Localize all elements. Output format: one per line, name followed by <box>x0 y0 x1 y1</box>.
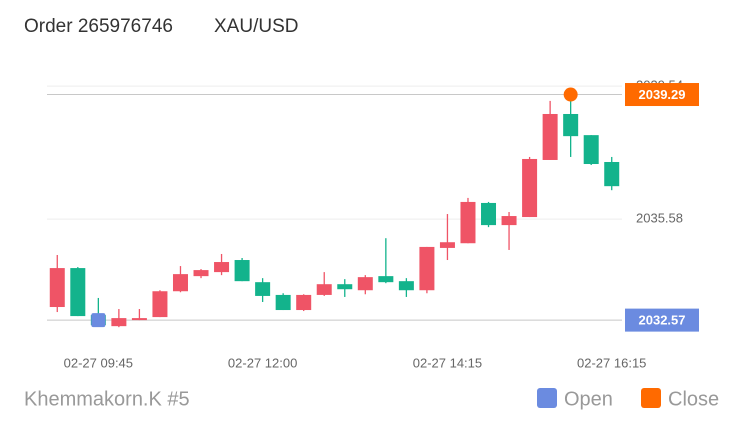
legend-swatch <box>537 388 557 408</box>
candle-body <box>193 270 209 277</box>
candle-body <box>131 318 147 321</box>
candle-body <box>501 216 517 226</box>
candle-body <box>172 274 188 292</box>
candle-body <box>214 262 230 273</box>
candle-body <box>49 268 65 308</box>
price-box <box>625 308 699 332</box>
x-tick-label: 02-27 16:15 <box>577 355 646 370</box>
symbol: XAU/USD <box>214 16 298 37</box>
x-tick-label: 02-27 12:00 <box>228 355 297 370</box>
footer: Khemmakorn.K #5 <box>24 388 190 410</box>
candle-body <box>522 158 538 218</box>
candle-body <box>583 135 599 165</box>
legend-label: Open <box>564 388 613 410</box>
candle-body <box>460 201 476 244</box>
candle-body <box>439 242 455 248</box>
candle-body <box>563 113 579 137</box>
x-tick-label: 02-27 09:45 <box>64 355 133 370</box>
y-tick-label: 2035.58 <box>636 211 683 226</box>
candle-body <box>481 202 497 226</box>
candle-body <box>275 294 291 311</box>
candle-body <box>296 294 312 311</box>
candle-body <box>378 276 394 283</box>
candle-body <box>419 246 435 291</box>
legend-swatch <box>641 388 661 408</box>
candle-body <box>70 268 86 317</box>
order-title: Order 265976746 <box>24 16 173 37</box>
candle-body <box>111 318 127 327</box>
price-box-label: 2032.57 <box>639 313 686 328</box>
candle-body <box>542 113 558 160</box>
candle-body <box>357 277 373 291</box>
price-box <box>625 83 699 107</box>
candle-body <box>398 281 414 291</box>
candle-body <box>604 161 620 187</box>
price-box-label: 2039.29 <box>639 87 686 102</box>
candle-body <box>316 284 332 295</box>
candle-body <box>152 291 168 318</box>
x-tick-label: 02-27 14:15 <box>413 355 482 370</box>
close-marker <box>563 87 578 102</box>
open-marker <box>91 313 106 328</box>
legend-label: Close <box>668 388 719 410</box>
candle-body <box>337 284 353 290</box>
candle-body <box>234 260 250 282</box>
candle-body <box>255 282 271 296</box>
